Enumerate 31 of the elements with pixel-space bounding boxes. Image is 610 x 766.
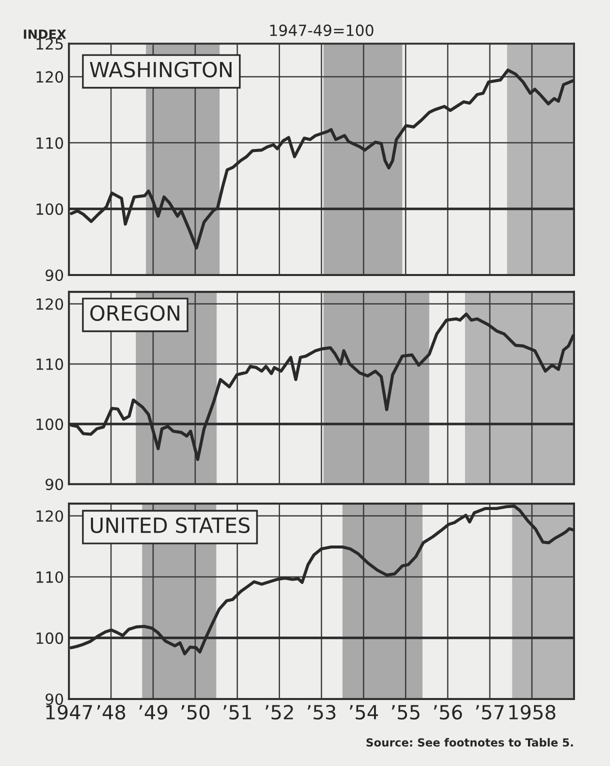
y-tick-label: 120	[36, 298, 64, 310]
x-tick-label: ’48	[97, 704, 126, 720]
x-tick-label: 1947	[46, 704, 92, 720]
x-tick-label: ’52	[266, 704, 293, 720]
x-tick-label: ’53	[308, 704, 336, 720]
y-tick-label: 90	[46, 693, 64, 705]
text: WASHINGTON	[90, 62, 232, 78]
y-tick-label: 100	[36, 203, 64, 215]
y-tick-label: 100	[36, 632, 64, 644]
text: UNITED STATES	[90, 517, 250, 534]
x-tick-label: ’51	[224, 705, 251, 720]
y-tick-label: 110	[36, 571, 64, 583]
x-tick-label: ’54	[350, 705, 378, 720]
y-tick-label: 100	[36, 418, 64, 430]
x-tick-label: ’56	[434, 704, 462, 720]
y-axis-title: INDEX	[24, 30, 66, 39]
x-tick-label: ’50	[181, 704, 210, 720]
y-tick-label: 90	[46, 478, 64, 490]
y-tick-label: 125	[36, 38, 63, 50]
x-tick-label: ’57	[476, 705, 504, 720]
y-tick-label: 120	[36, 71, 64, 83]
y-tick-label: 110	[36, 358, 64, 370]
source-note: Source: See footnotes to Table 5.	[366, 738, 573, 747]
x-tick-label: ’55	[392, 705, 420, 720]
x-tick-label: 1958	[509, 704, 556, 720]
y-tick-label: 90	[46, 269, 64, 282]
x-tick-label: ’49	[139, 704, 168, 720]
chart-subtitle: 1947-49=100	[270, 24, 374, 36]
y-tick-label: 110	[36, 137, 64, 149]
y-tick-label: 120	[36, 510, 64, 522]
text: OREGON	[90, 305, 180, 321]
